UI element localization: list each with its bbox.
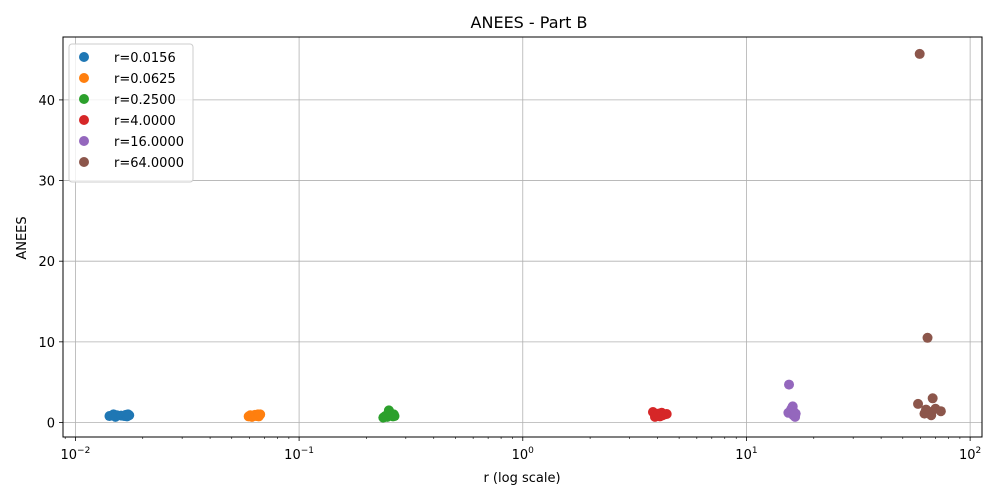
data-point <box>255 409 266 420</box>
legend-marker <box>79 115 89 125</box>
legend-label: r=64.0000 <box>114 156 184 171</box>
legend-marker <box>79 157 89 167</box>
data-point <box>913 398 924 409</box>
data-point <box>935 406 946 417</box>
legend-label: r=0.2500 <box>114 93 176 108</box>
chart-title: ANEES - Part B <box>471 13 588 32</box>
data-point <box>914 48 925 59</box>
y-axis-title: ANEES <box>15 216 30 259</box>
y-tick-label: 20 <box>38 255 55 270</box>
x-tick-label: 10−1 <box>284 446 314 463</box>
series-6 <box>913 48 946 421</box>
series-5 <box>783 379 801 422</box>
data-point <box>922 332 933 343</box>
y-tick-label: 10 <box>38 336 55 351</box>
x-tick-label: 102 <box>959 446 981 463</box>
grid <box>63 37 982 437</box>
legend-label: r=16.0000 <box>114 135 184 150</box>
x-tick-label: 101 <box>735 446 757 463</box>
legend-marker <box>79 94 89 104</box>
legend-box <box>68 43 194 183</box>
y-axis-ticks: 0 10 20 30 40 <box>38 94 63 431</box>
y-tick-label: 0 <box>47 416 55 431</box>
x-axis-title: r (log scale) <box>483 471 560 486</box>
series-3 <box>378 405 400 423</box>
legend: r=0.0156 r=0.0625 r=0.2500 r=4.0000 r=16.000… <box>68 43 194 183</box>
data-points <box>104 48 946 423</box>
legend-label: r=4.0000 <box>114 114 176 129</box>
y-tick-label: 40 <box>38 94 55 109</box>
x-tick-label: 100 <box>512 446 535 463</box>
x-axis-ticks: 10−2 10−1 100 101 102 <box>61 437 981 463</box>
legend-label: r=0.0625 <box>114 72 176 87</box>
y-tick-label: 30 <box>38 175 55 190</box>
legend-marker <box>79 52 89 62</box>
legend-label: r=0.0156 <box>114 51 176 66</box>
data-point <box>389 411 400 422</box>
series-1 <box>104 409 135 422</box>
data-point <box>790 408 801 419</box>
data-point <box>124 410 135 421</box>
data-point <box>927 393 938 404</box>
data-point <box>784 379 795 390</box>
series-4 <box>647 407 672 422</box>
data-point <box>661 409 672 420</box>
series-2 <box>243 409 266 422</box>
legend-marker <box>79 73 89 83</box>
x-tick-label: 10−2 <box>61 446 91 463</box>
legend-marker <box>79 136 89 146</box>
